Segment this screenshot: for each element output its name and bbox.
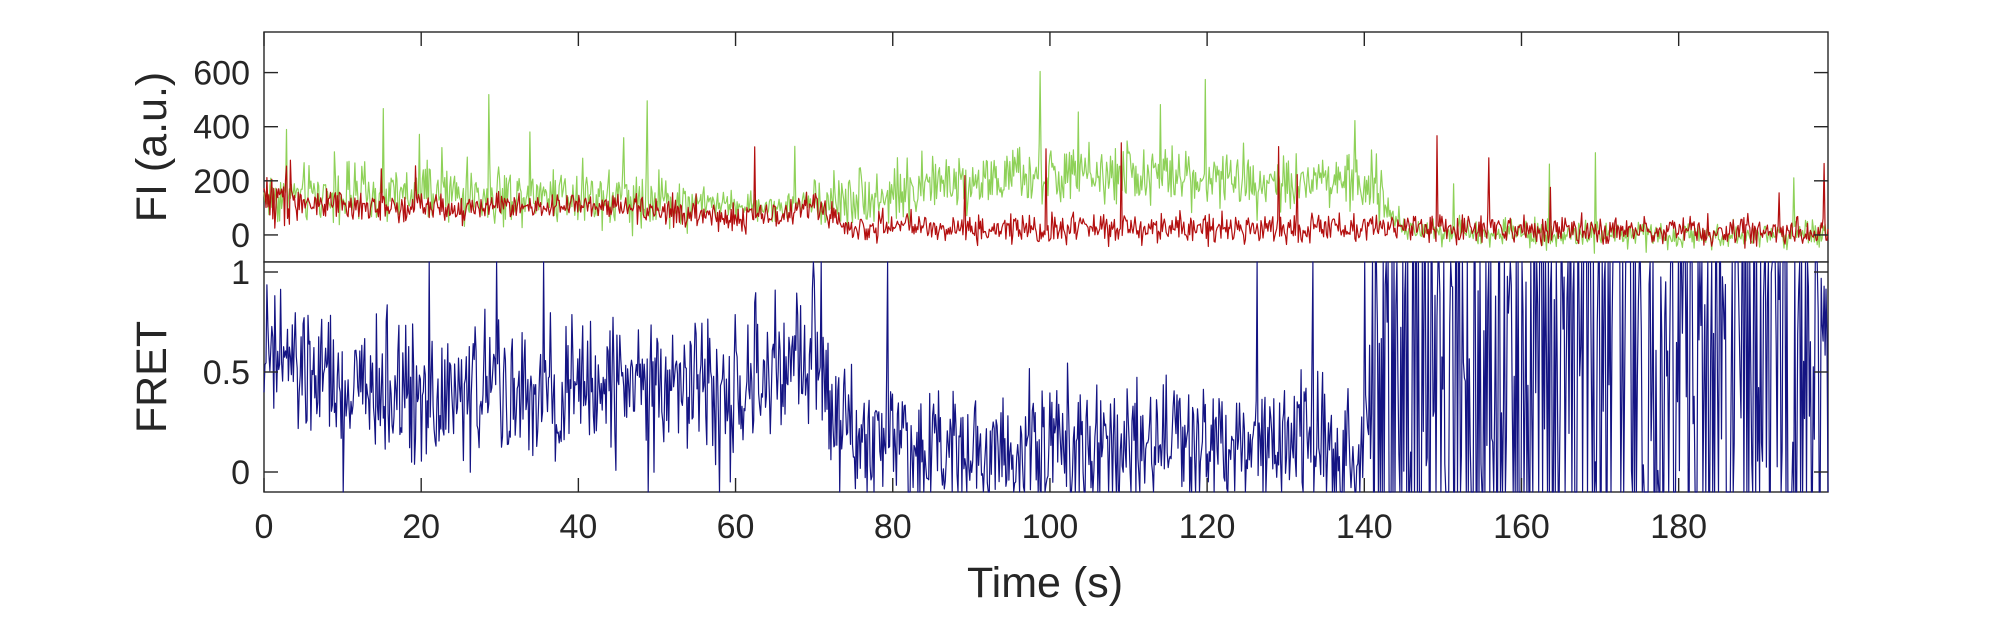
time-x-tick-label-8: 160 — [1493, 508, 1550, 546]
fret-y-tick-label-2: 1 — [231, 254, 250, 292]
fret-panel: 00.51 0 20 40 60 80 100 120 140 160 180 FRET Time… — [128, 32, 1829, 607]
time-x-tick-label-1: 20 — [402, 508, 440, 546]
time-x-tick-label-3: 60 — [717, 508, 755, 546]
intensity-y-tick-label-3: 600 — [193, 55, 250, 93]
time-x-tick-label-6: 120 — [1179, 508, 1236, 546]
time-x-tick-label-2: 40 — [559, 508, 597, 546]
intensity-y-tick-label-2: 400 — [193, 109, 250, 147]
fret-y-ticks: 00.51 — [203, 254, 1828, 492]
fret-y-tick-label-0: 0 — [231, 454, 250, 492]
time-x-tick-label-0: 0 — [255, 508, 274, 546]
time-x-tick-label-5: 100 — [1022, 508, 1079, 546]
fret-series-layer — [263, 261, 1829, 493]
intensity-plot-frame — [263, 31, 1829, 263]
time-x-axis-label: Time (s) — [967, 559, 1123, 607]
fret-y-tick-label-1: 0.5 — [203, 354, 250, 392]
fret-y-axis-label: FRET — [128, 321, 176, 433]
intensity-series-layer — [263, 70, 1829, 254]
time-x-tick-label-4: 80 — [874, 508, 912, 546]
intensity-panel: 0 200 400 600 FI (a.u.) — [128, 31, 1829, 263]
intensity-y-axis-label: FI (a.u.) — [128, 72, 176, 223]
time-x-ticks: 0 20 40 60 80 100 120 140 160 180 — [255, 32, 1707, 546]
intensity-y-tick-label-0: 0 — [231, 217, 250, 255]
time-x-tick-label-7: 140 — [1336, 508, 1393, 546]
intensity-y-tick-label-1: 200 — [193, 163, 250, 201]
time-x-tick-label-9: 180 — [1650, 508, 1707, 546]
intensity-y-ticks: 0 200 400 600 — [193, 55, 1828, 255]
intensity-series-1-line — [263, 135, 1829, 249]
fret-series-0-line — [263, 261, 1829, 493]
